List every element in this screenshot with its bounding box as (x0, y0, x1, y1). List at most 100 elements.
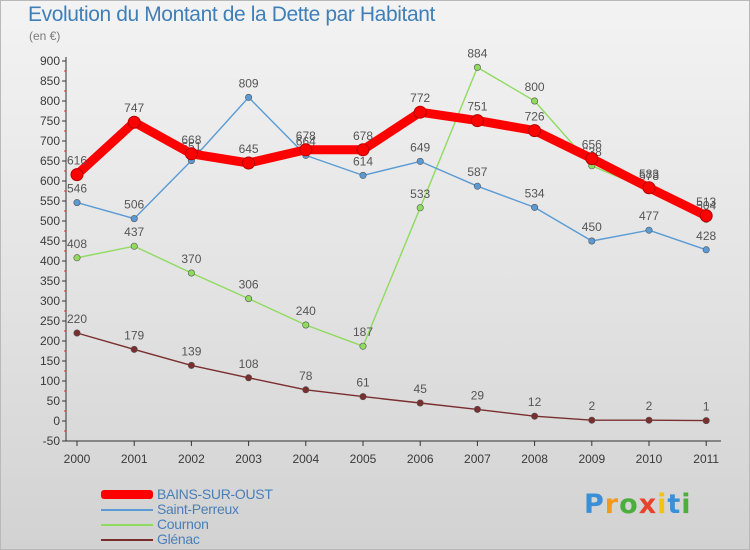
data-point (645, 226, 653, 234)
y-tick-label: 700 (40, 134, 60, 148)
series-bains-sur-oust: 616 747 668 645 678 678 772 751 726 656 583 513 (67, 91, 717, 223)
data-label: 179 (124, 328, 144, 342)
data-label: 506 (124, 198, 144, 212)
y-tick-label: 600 (40, 174, 60, 188)
data-point (299, 143, 313, 157)
data-point (702, 246, 710, 254)
legend-swatch (101, 508, 153, 511)
data-point (187, 269, 195, 277)
data-point (245, 93, 253, 101)
data-label: 45 (414, 382, 428, 396)
series-line (76, 332, 707, 422)
legend-swatch (101, 538, 153, 541)
data-point (531, 203, 539, 211)
logo-letter: t (667, 489, 682, 520)
data-label: 616 (67, 154, 87, 168)
data-label: 61 (356, 376, 370, 390)
y-tick-label: 100 (40, 374, 60, 388)
legend-label: Glénac (157, 531, 200, 547)
y-tick-label: 500 (40, 214, 60, 228)
data-label: 306 (239, 278, 259, 292)
data-label: 477 (639, 209, 659, 223)
data-point (245, 374, 253, 382)
data-point (245, 295, 253, 303)
series-line (76, 96, 707, 251)
data-label: 678 (353, 129, 373, 143)
data-point (130, 215, 138, 223)
data-label: 2 (588, 399, 595, 413)
data-point (473, 63, 481, 71)
y-tick-label: 200 (40, 334, 60, 348)
series-line (72, 107, 711, 221)
data-point (356, 143, 370, 157)
data-point (184, 147, 198, 161)
data-point (73, 254, 81, 262)
data-point (585, 152, 599, 166)
data-point (699, 209, 713, 223)
data-label: 587 (467, 165, 487, 179)
data-label: 437 (124, 225, 144, 239)
x-tick-label: 2001 (121, 452, 148, 466)
logo-letter: i (681, 489, 692, 520)
x-tick-label: 2007 (464, 452, 491, 466)
data-point (470, 114, 484, 128)
series-gl-nac: 220 179 139 108 78 61 45 29 12 2 2 1 (67, 312, 710, 425)
data-point (531, 412, 539, 420)
data-point (359, 393, 367, 401)
legend-item: Saint-Perreux (101, 502, 273, 517)
data-label: 370 (181, 252, 201, 266)
data-point (531, 97, 539, 105)
data-label: 428 (696, 229, 716, 243)
logo-letter: x (638, 489, 658, 520)
data-point (73, 199, 81, 207)
data-point (359, 342, 367, 350)
data-point (416, 204, 424, 212)
y-tick-label: -50 (43, 434, 61, 448)
data-label: 220 (67, 312, 87, 326)
legend-swatch (101, 490, 153, 499)
x-tick-label: 2006 (407, 452, 434, 466)
legend-label: Cournon (157, 516, 209, 532)
data-point (528, 124, 542, 138)
data-label: 187 (353, 325, 373, 339)
y-tick-label: 450 (40, 234, 60, 248)
data-label: 533 (410, 187, 430, 201)
data-label: 513 (696, 195, 716, 209)
x-tick-label: 2009 (578, 452, 605, 466)
y-tick-label: 750 (40, 114, 60, 128)
logo-letter: P (584, 489, 605, 520)
data-point (187, 361, 195, 369)
x-tick-label: 2000 (64, 452, 91, 466)
data-point (702, 417, 710, 425)
x-tick-label: 2004 (292, 452, 319, 466)
data-label: 1 (703, 400, 710, 414)
data-point (359, 171, 367, 179)
data-label: 578 (639, 169, 659, 183)
data-label: 614 (353, 154, 373, 168)
data-label: 656 (582, 138, 602, 152)
y-tick-label: 300 (40, 294, 60, 308)
legend-swatch (101, 523, 153, 526)
data-label: 678 (296, 129, 316, 143)
data-point (130, 345, 138, 353)
logo-letter: i (657, 489, 668, 520)
logo-letter: o (619, 489, 639, 520)
y-tick-label: 0 (53, 414, 60, 428)
data-point (642, 181, 656, 195)
data-label: 29 (471, 388, 485, 402)
legend-label: BAINS-SUR-OUST (157, 486, 273, 502)
data-label: 800 (525, 80, 545, 94)
data-label: 884 (467, 46, 487, 60)
data-point (645, 416, 653, 424)
y-tick-label: 150 (40, 354, 60, 368)
data-label: 2 (646, 399, 653, 413)
data-label: 139 (181, 344, 201, 358)
x-tick-label: 2011 (693, 452, 719, 466)
data-point (242, 156, 256, 170)
x-tick-label: 2008 (521, 452, 548, 466)
data-label: 726 (525, 110, 545, 124)
